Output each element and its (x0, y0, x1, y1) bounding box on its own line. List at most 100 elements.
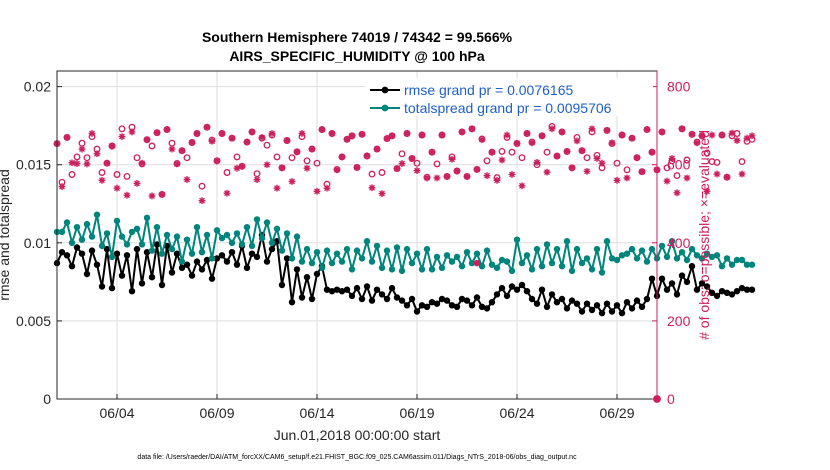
totalspread-point (743, 261, 751, 268)
totalspread-point (723, 255, 731, 262)
totalspread-point (628, 245, 636, 253)
series-layer (53, 122, 756, 403)
rmse-point (548, 291, 556, 298)
rmse-point (323, 286, 331, 293)
possible-obs-marker (508, 148, 516, 156)
evaluated-obs-marker (698, 132, 706, 140)
totalspread-point (303, 245, 311, 253)
rmse-point (93, 261, 101, 268)
evaluated-obs-marker (173, 160, 181, 168)
evaluated-obs-marker (668, 155, 676, 162)
rmse-point (63, 252, 71, 259)
rmse-point (358, 295, 366, 303)
evaluated-obs-marker (88, 130, 96, 137)
evaluated-obs-marker (743, 134, 751, 142)
evaluated-obs-marker (388, 132, 396, 140)
totalspread-point (403, 245, 411, 253)
possible-obs-marker (613, 159, 621, 167)
rmse-point (628, 305, 636, 312)
rmse-point (623, 299, 631, 306)
evaluated-obs-marker (203, 123, 211, 131)
totalspread-point (443, 252, 451, 259)
evaluated-obs-marker (323, 184, 331, 192)
rmse-point (118, 272, 126, 279)
totalspread-point (748, 261, 756, 268)
evaluated-obs-marker (688, 130, 696, 138)
possible-obs-marker (68, 171, 76, 178)
evaluated-obs-marker (328, 130, 336, 137)
evaluated-obs-marker (148, 192, 156, 200)
evaluated-obs-marker (208, 137, 216, 145)
evaluated-obs-marker (468, 125, 476, 133)
rmse-point (503, 292, 511, 300)
totalspread-point (728, 261, 736, 268)
possible-obs-marker (118, 125, 126, 133)
evaluated-obs-marker (63, 133, 71, 141)
rmse-point (98, 283, 106, 290)
rmse-point (133, 245, 141, 253)
totalspread-point (88, 233, 96, 240)
possible-obs-marker (433, 160, 441, 168)
possible-obs-marker (683, 156, 691, 164)
totalspread-point (153, 224, 161, 231)
totalspread-point (338, 258, 346, 265)
evaluated-obs-marker (518, 182, 526, 190)
totalspread-point (178, 258, 186, 265)
totalspread-point (573, 245, 581, 253)
totalspread-point (428, 266, 436, 273)
totalspread-point (673, 255, 681, 262)
rmse-point (203, 256, 211, 264)
rmse-point (533, 300, 541, 307)
totalspread-point (148, 247, 156, 254)
evaluated-obs-marker (228, 134, 236, 142)
rmse-point (638, 303, 646, 310)
rmse-point (543, 303, 551, 310)
evaluated-obs-marker (498, 156, 506, 164)
rmse-point (313, 270, 321, 278)
rmse-point (433, 300, 441, 307)
evaluated-obs-marker (528, 139, 536, 147)
y-tick-label-left: 0.015 (16, 157, 51, 173)
rmse-point (393, 294, 401, 301)
rmse-point (513, 286, 521, 293)
evaluated-obs-marker (703, 187, 711, 195)
evaluated-obs-marker (183, 176, 191, 183)
rmse-point (338, 288, 346, 295)
evaluated-obs-marker (683, 174, 691, 182)
rmse-point (553, 299, 561, 306)
totalspread-point (523, 252, 531, 259)
totalspread-point (268, 239, 276, 246)
evaluated-obs-marker (643, 126, 651, 133)
evaluated-obs-marker (638, 168, 646, 176)
rmse-point (173, 250, 181, 257)
rmse-point (158, 281, 166, 289)
totalspread-point (423, 245, 431, 253)
totalspread-point (73, 224, 81, 231)
totalspread-point (308, 259, 316, 267)
rmse-point (88, 247, 96, 254)
rmse-point (373, 286, 381, 293)
totalspread-point (118, 233, 126, 240)
evaluated-obs-marker (333, 166, 341, 174)
legend-rmse-label: rmse grand pr = 0.0076165 (404, 82, 573, 98)
evaluated-obs-marker (198, 197, 206, 205)
rmse-point (703, 283, 711, 290)
totalspread-point (128, 228, 136, 236)
totalspread-point (543, 241, 551, 248)
legend-totalspread-marker (381, 104, 389, 112)
totalspread-point (638, 247, 646, 254)
evaluated-obs-marker (438, 131, 446, 139)
evaluated-obs-marker (118, 133, 126, 140)
legend-totalspread-label: totalspread grand pr = 0.0095706 (404, 100, 612, 116)
evaluated-obs-marker (73, 160, 81, 167)
possible-obs-marker (78, 139, 86, 147)
evaluated-obs-marker (393, 165, 401, 173)
evaluated-obs-marker (708, 131, 716, 139)
y-tick-label-right: 0 (667, 391, 675, 407)
evaluated-obs-marker (138, 159, 146, 167)
rmse-point (263, 258, 271, 265)
evaluated-obs-marker (458, 128, 466, 136)
possible-obs-marker (483, 157, 491, 165)
totalspread-point (703, 250, 711, 257)
rmse-point (488, 299, 496, 306)
